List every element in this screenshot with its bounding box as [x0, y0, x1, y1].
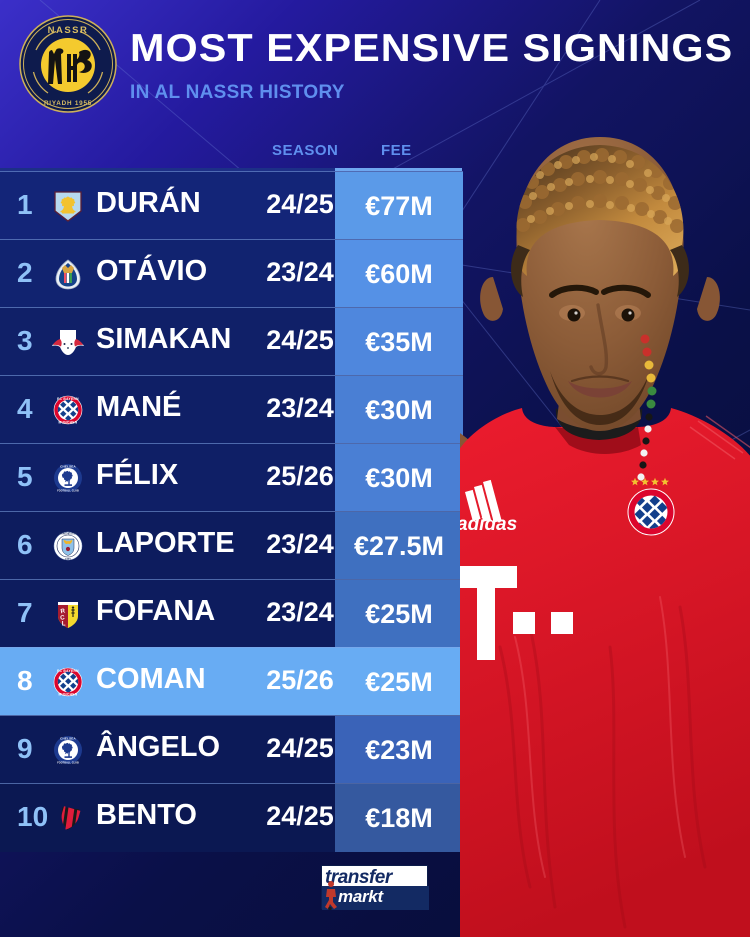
svg-text:FOOTBALL CLUB: FOOTBALL CLUB: [57, 490, 79, 493]
svg-text:MUNCHEN: MUNCHEN: [59, 420, 78, 424]
svg-text:CHELSEA: CHELSEA: [60, 465, 76, 469]
svg-text:CITY: CITY: [65, 557, 71, 561]
svg-text:MUNCHEN: MUNCHEN: [59, 692, 78, 696]
svg-text:RIYADH 1955: RIYADH 1955: [44, 100, 92, 107]
svg-text:adidas: adidas: [460, 514, 517, 535]
svg-text:NASSR: NASSR: [48, 25, 89, 36]
svg-text:CHELSEA: CHELSEA: [60, 737, 76, 741]
svg-text:FOOTBALL CLUB: FOOTBALL CLUB: [57, 762, 79, 765]
svg-text:MANCHESTER: MANCHESTER: [59, 531, 77, 535]
svg-text:L: L: [62, 621, 66, 628]
